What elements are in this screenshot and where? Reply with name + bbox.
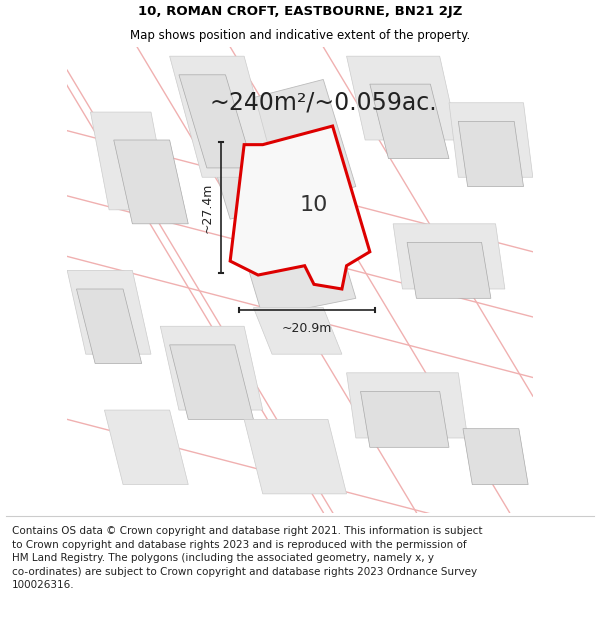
Polygon shape bbox=[463, 429, 528, 484]
Text: ~240m²/~0.059ac.: ~240m²/~0.059ac. bbox=[209, 91, 437, 115]
Text: Contains OS data © Crown copyright and database right 2021. This information is : Contains OS data © Crown copyright and d… bbox=[12, 526, 482, 591]
Polygon shape bbox=[393, 224, 505, 289]
Text: Map shows position and indicative extent of the property.: Map shows position and indicative extent… bbox=[130, 29, 470, 42]
Text: ~27.4m: ~27.4m bbox=[201, 182, 214, 232]
Polygon shape bbox=[104, 410, 188, 484]
Polygon shape bbox=[449, 102, 533, 178]
Text: ~20.9m: ~20.9m bbox=[282, 322, 332, 334]
Polygon shape bbox=[170, 345, 253, 419]
Polygon shape bbox=[347, 56, 458, 140]
Polygon shape bbox=[347, 372, 467, 438]
Polygon shape bbox=[67, 271, 151, 354]
Text: 10, ROMAN CROFT, EASTBOURNE, BN21 2JZ: 10, ROMAN CROFT, EASTBOURNE, BN21 2JZ bbox=[138, 5, 462, 18]
Polygon shape bbox=[179, 75, 253, 168]
Polygon shape bbox=[91, 112, 170, 210]
Polygon shape bbox=[230, 126, 370, 289]
Polygon shape bbox=[76, 289, 142, 364]
Polygon shape bbox=[407, 242, 491, 298]
Polygon shape bbox=[114, 140, 188, 224]
Polygon shape bbox=[160, 326, 263, 410]
Polygon shape bbox=[458, 121, 523, 186]
Polygon shape bbox=[370, 84, 449, 159]
Text: 10: 10 bbox=[300, 195, 328, 215]
Polygon shape bbox=[253, 308, 342, 354]
Polygon shape bbox=[361, 391, 449, 448]
Polygon shape bbox=[197, 79, 356, 219]
Polygon shape bbox=[170, 56, 277, 178]
Polygon shape bbox=[235, 205, 356, 317]
Polygon shape bbox=[244, 419, 347, 494]
